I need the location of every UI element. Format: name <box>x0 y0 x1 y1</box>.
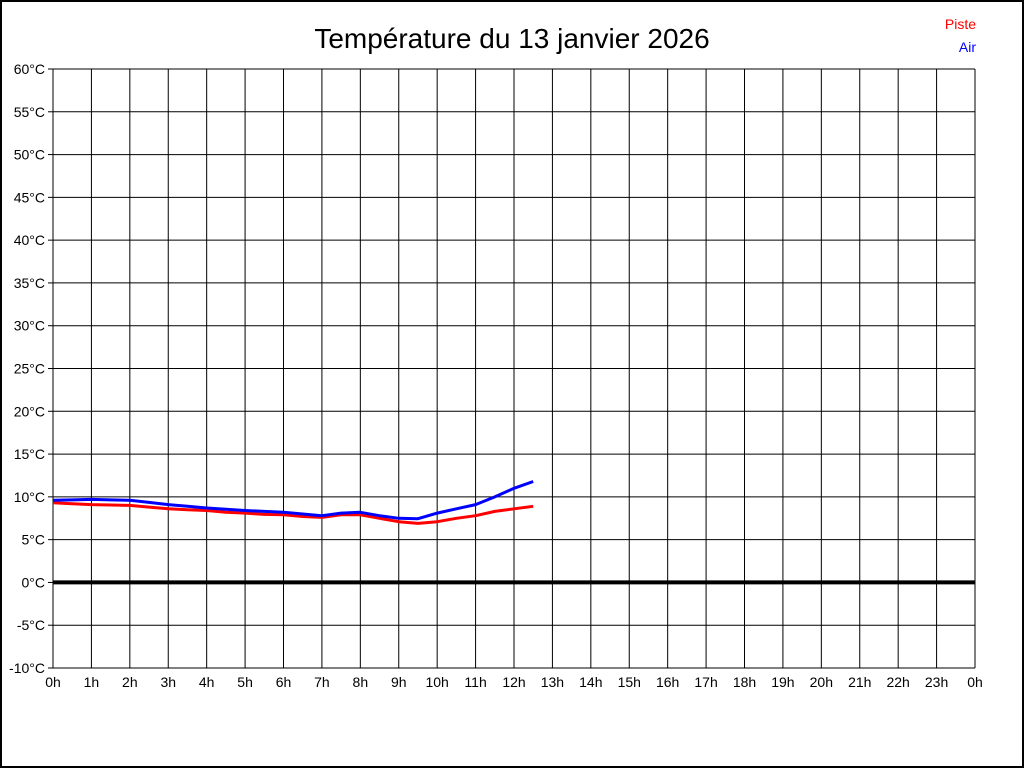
x-tick-label: 0h <box>967 674 983 690</box>
x-tick-label: 19h <box>771 674 794 690</box>
x-tick-label: 17h <box>694 674 717 690</box>
y-tick-label: 30°C <box>14 318 45 334</box>
x-tick-label: 22h <box>886 674 909 690</box>
x-tick-label: 8h <box>353 674 369 690</box>
x-tick-label: 1h <box>84 674 100 690</box>
x-tick-label: 23h <box>925 674 948 690</box>
legend-item-air: Air <box>958 39 976 55</box>
x-tick-label: 5h <box>237 674 253 690</box>
y-tick-label: 0°C <box>22 574 46 590</box>
x-tick-label: 9h <box>391 674 407 690</box>
y-tick-label: -10°C <box>9 660 45 676</box>
x-tick-label: 14h <box>579 674 602 690</box>
y-tick-label: 55°C <box>14 104 45 120</box>
series-line-air <box>52 480 534 521</box>
y-tick-label: 5°C <box>22 532 46 548</box>
y-tick-label: 20°C <box>14 403 45 419</box>
y-tick-label: 45°C <box>14 189 45 205</box>
x-tick-label: 0h <box>45 674 61 690</box>
y-tick-label: 35°C <box>14 275 45 291</box>
y-tick-label: 40°C <box>14 232 45 248</box>
x-tick-label: 3h <box>160 674 176 690</box>
chart-title: Température du 13 janvier 2026 <box>314 23 710 54</box>
x-tick-label: 4h <box>199 674 215 690</box>
series-line-piste <box>52 501 534 525</box>
y-tick-label: 60°C <box>14 61 45 77</box>
x-tick-label: 11h <box>464 674 486 690</box>
chart-legend: Piste Air <box>945 13 976 59</box>
x-tick-label: 16h <box>656 674 679 690</box>
y-tick-label: 50°C <box>14 147 45 163</box>
x-tick-label: 13h <box>541 674 564 690</box>
x-tick-label: 2h <box>122 674 138 690</box>
x-tick-label: 21h <box>848 674 871 690</box>
x-tick-label: 12h <box>502 674 525 690</box>
y-tick-label: 25°C <box>14 361 45 377</box>
x-tick-label: 15h <box>618 674 641 690</box>
x-tick-label: 20h <box>810 674 833 690</box>
y-tick-label: -5°C <box>17 617 45 633</box>
y-tick-label: 15°C <box>14 446 45 462</box>
x-tick-label: 6h <box>276 674 292 690</box>
y-tick-label: 10°C <box>14 489 45 505</box>
x-tick-label: 7h <box>314 674 330 690</box>
x-tick-label: 18h <box>733 674 756 690</box>
x-tick-label: 10h <box>425 674 448 690</box>
legend-item-piste: Piste <box>944 16 976 32</box>
